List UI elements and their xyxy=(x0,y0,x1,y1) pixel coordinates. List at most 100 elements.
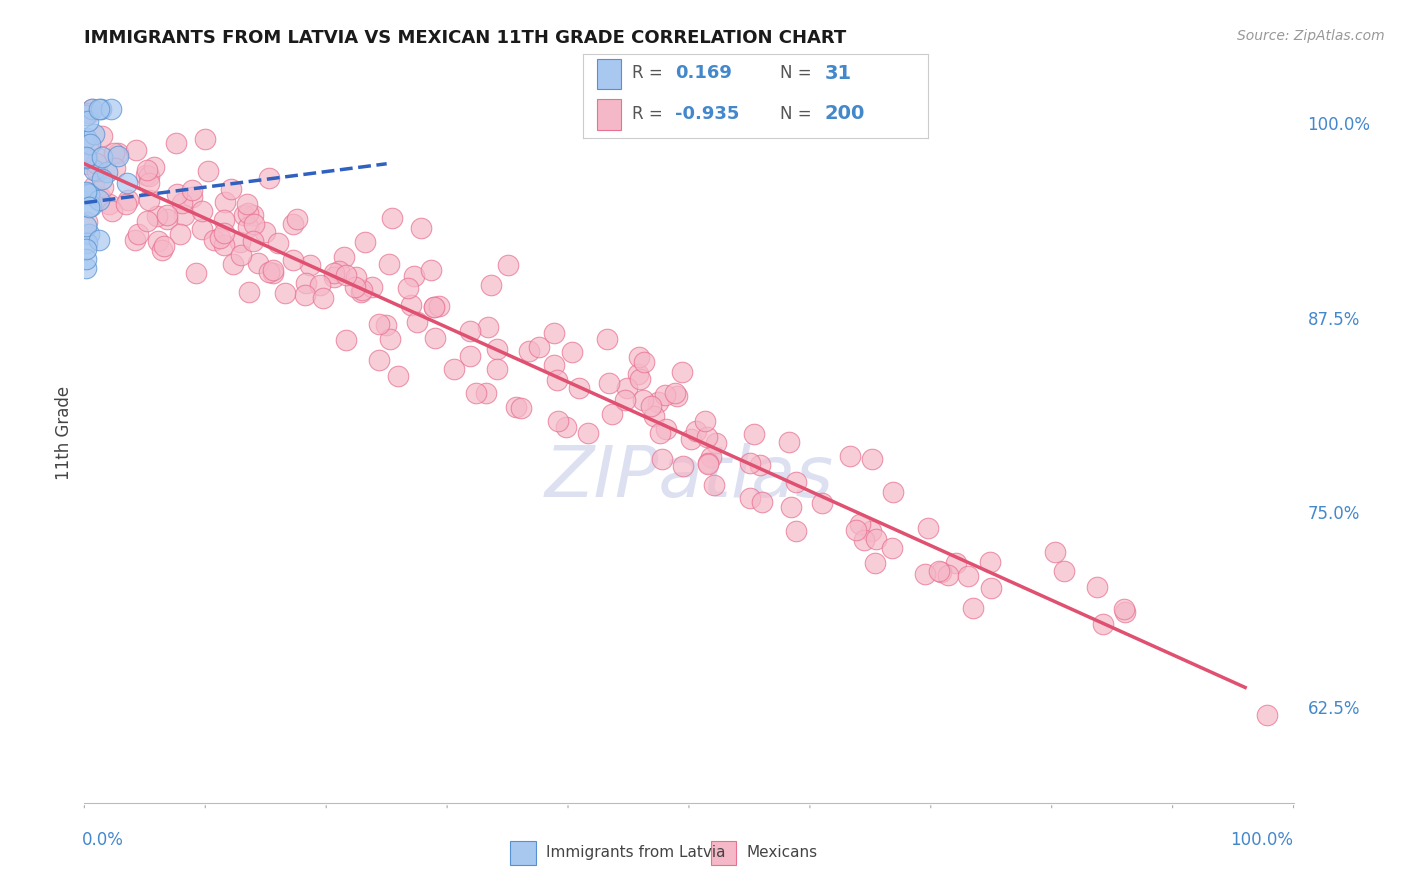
Point xyxy=(236,219,259,234)
Point xyxy=(672,458,695,473)
Point xyxy=(104,161,127,176)
Point xyxy=(399,298,422,312)
Point xyxy=(527,341,550,355)
Point xyxy=(328,264,350,278)
Point xyxy=(882,541,904,555)
Point xyxy=(422,301,444,315)
Point xyxy=(212,226,235,240)
Point xyxy=(242,234,264,248)
Point xyxy=(477,319,499,334)
Point xyxy=(87,233,110,247)
Point xyxy=(860,452,883,467)
Point xyxy=(202,233,225,247)
Text: 31: 31 xyxy=(824,63,852,83)
Point xyxy=(1114,605,1136,619)
Text: 0.0%: 0.0% xyxy=(82,830,124,849)
Text: R =: R = xyxy=(631,104,668,123)
Point xyxy=(146,234,169,248)
Point xyxy=(87,193,110,207)
Point xyxy=(219,182,242,196)
Point xyxy=(186,266,208,280)
Point xyxy=(87,151,110,165)
Text: 200: 200 xyxy=(824,104,865,123)
Point xyxy=(853,533,876,547)
Point xyxy=(546,374,568,388)
Point xyxy=(253,225,276,239)
Point xyxy=(285,211,308,226)
Point xyxy=(100,102,122,116)
Point xyxy=(738,456,761,470)
Point xyxy=(458,349,481,363)
Point xyxy=(458,324,481,338)
Point xyxy=(75,242,97,256)
Point xyxy=(742,426,765,441)
Point xyxy=(576,425,599,440)
Point xyxy=(1053,564,1076,578)
Point xyxy=(212,212,235,227)
Point xyxy=(1085,580,1108,594)
Point xyxy=(859,524,882,539)
Point xyxy=(222,257,245,271)
Point xyxy=(146,209,169,223)
Point xyxy=(387,369,409,384)
Point xyxy=(419,263,441,277)
Point xyxy=(76,235,98,250)
Point xyxy=(294,288,316,302)
Point xyxy=(811,496,834,510)
Point xyxy=(138,194,160,208)
Point xyxy=(945,557,967,571)
Point xyxy=(699,450,721,464)
Point xyxy=(486,362,509,376)
Point xyxy=(654,388,676,402)
Point xyxy=(165,136,187,150)
Point xyxy=(505,400,527,414)
Point xyxy=(262,266,284,280)
Point xyxy=(475,386,498,401)
Point xyxy=(344,270,367,285)
Point xyxy=(863,556,886,570)
Point xyxy=(103,146,125,161)
Point xyxy=(697,458,720,472)
Point xyxy=(242,208,264,222)
Point xyxy=(367,352,389,367)
Point xyxy=(845,523,868,537)
Point xyxy=(115,177,138,191)
Point xyxy=(1045,545,1067,559)
Point xyxy=(335,268,357,282)
Point xyxy=(75,151,97,165)
Point xyxy=(91,172,114,186)
Point xyxy=(125,143,148,157)
Point xyxy=(75,260,97,275)
Point xyxy=(396,281,419,295)
Point xyxy=(156,212,179,227)
Point xyxy=(98,197,121,211)
Point xyxy=(627,367,650,381)
Point xyxy=(323,266,346,280)
Point xyxy=(91,150,114,164)
Point xyxy=(785,475,807,489)
Point xyxy=(378,332,401,346)
Point xyxy=(80,102,103,116)
Point xyxy=(138,169,160,183)
Point xyxy=(917,521,939,535)
Point xyxy=(90,102,112,116)
Point xyxy=(647,394,669,409)
Point xyxy=(350,285,373,299)
Point xyxy=(299,258,322,272)
Point xyxy=(704,435,727,450)
Point xyxy=(405,315,427,329)
Point xyxy=(107,146,129,161)
FancyBboxPatch shape xyxy=(510,841,536,864)
Point xyxy=(616,381,638,395)
Point xyxy=(214,195,236,210)
Point xyxy=(77,137,100,152)
Point xyxy=(259,265,281,279)
Point xyxy=(89,190,111,204)
Point xyxy=(882,485,904,500)
Point xyxy=(91,180,114,194)
Point xyxy=(77,200,100,214)
Point xyxy=(322,270,344,285)
Point xyxy=(1256,707,1278,722)
Point xyxy=(75,107,97,121)
Point xyxy=(173,208,195,222)
